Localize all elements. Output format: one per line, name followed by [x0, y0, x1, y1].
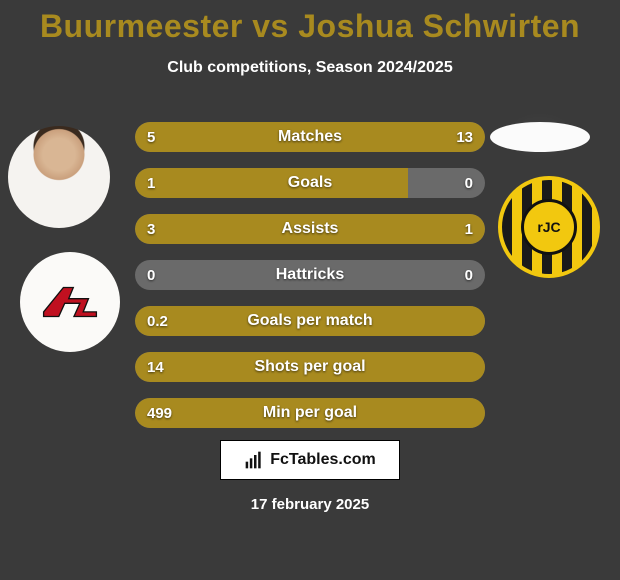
stat-label: Shots per goal — [135, 352, 485, 382]
comparison-title: Buurmeester vs Joshua Schwirten — [0, 0, 620, 45]
club-right-badge: rJC — [498, 176, 600, 278]
stat-row: 0.2Goals per match — [135, 306, 485, 336]
stat-row: 31Assists — [135, 214, 485, 244]
club-right-text: rJC — [521, 199, 577, 255]
stat-row: 513Matches — [135, 122, 485, 152]
stat-label: Min per goal — [135, 398, 485, 428]
club-left-badge — [20, 252, 120, 352]
comparison-subtitle: Club competitions, Season 2024/2025 — [0, 59, 620, 77]
stat-row: 00Hattricks — [135, 260, 485, 290]
branding-badge: FcTables.com — [220, 440, 400, 480]
az-logo-icon — [37, 280, 103, 324]
chart-icon — [244, 450, 264, 470]
comparison-date: 17 february 2025 — [0, 496, 620, 513]
stat-label: Goals — [135, 168, 485, 198]
branding-text: FcTables.com — [270, 451, 376, 469]
stat-label: Goals per match — [135, 306, 485, 336]
stat-label: Assists — [135, 214, 485, 244]
stat-label: Hattricks — [135, 260, 485, 290]
player-right-avatar — [490, 122, 590, 152]
stat-row: 499Min per goal — [135, 398, 485, 428]
stat-row: 14Shots per goal — [135, 352, 485, 382]
stats-bars: 513Matches 10Goals 31Assists 00Hattricks 0.2… — [135, 122, 485, 444]
stat-label: Matches — [135, 122, 485, 152]
stat-row: 10Goals — [135, 168, 485, 198]
player-left-avatar — [8, 126, 110, 228]
